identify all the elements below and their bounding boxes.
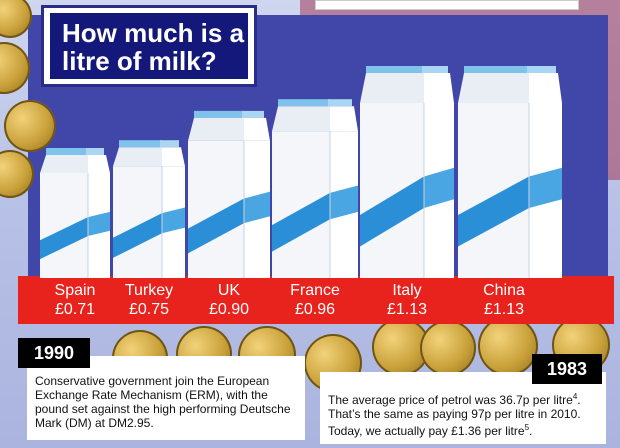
note-1983-line3: Today, we actually pay £1.36 per litre5.	[328, 423, 533, 438]
value-label-turkey: £0.75	[128, 301, 170, 318]
note-1990: Conservative government join the Europea…	[27, 356, 305, 440]
carton-bar-spain	[40, 148, 110, 278]
carton-bar-china	[458, 66, 562, 278]
carton-bar-uk	[188, 110, 270, 278]
year-badge-1983: 1983	[532, 354, 602, 384]
category-label-italy: Italy	[392, 282, 422, 299]
chart-title: How much is a litre of milk?	[50, 13, 248, 79]
note-1990-text: Conservative government join the Europea…	[35, 374, 291, 430]
note-1983: The average price of petrol was 36.7p pe…	[320, 372, 606, 444]
coin-icon	[4, 100, 56, 152]
value-label-spain: £0.71	[54, 301, 96, 318]
carton-bar-france	[272, 99, 358, 278]
category-label-uk: UK	[217, 282, 241, 299]
value-label-china: £1.13	[483, 301, 525, 318]
coin-icon	[478, 316, 538, 376]
value-label-italy: £1.13	[386, 301, 428, 318]
category-label-france: France	[290, 282, 340, 299]
category-label-turkey: Turkey	[124, 282, 174, 299]
category-label-china: China	[483, 282, 525, 299]
label-band	[18, 276, 614, 324]
title-box: How much is a litre of milk?	[41, 5, 257, 87]
year-badge-1990: 1990	[18, 338, 90, 368]
note-1983-line1: The average price of petrol was 36.7p pe…	[328, 392, 581, 407]
carton-bar-italy	[360, 66, 454, 278]
carton-bar-turkey	[113, 140, 185, 278]
background-card	[315, 0, 579, 10]
note-1983-line2: That’s the same as paying 97p per litre …	[328, 407, 581, 421]
coin-icon	[420, 320, 476, 376]
value-label-france: £0.96	[294, 301, 336, 318]
category-label-spain: Spain	[54, 282, 96, 299]
value-label-uk: £0.90	[208, 301, 250, 318]
